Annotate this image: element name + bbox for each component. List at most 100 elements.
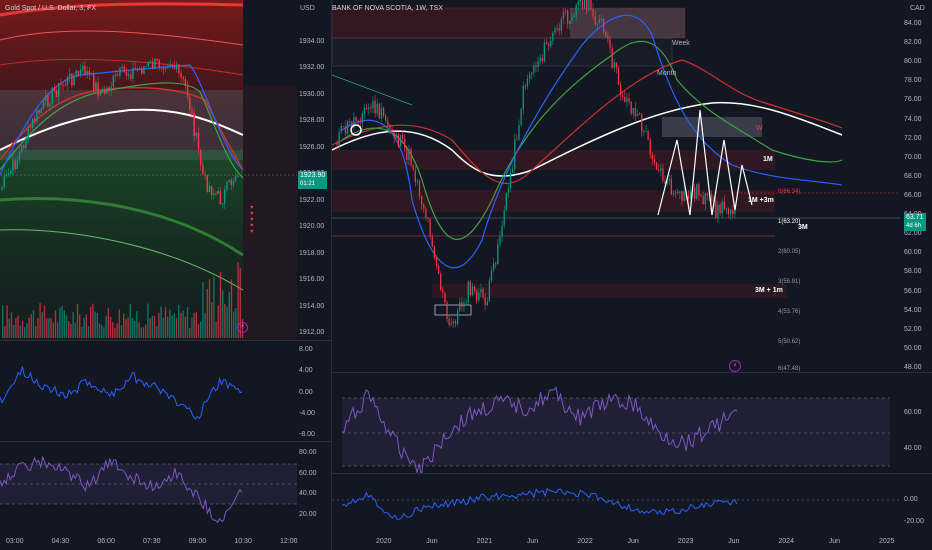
candle-body: [609, 39, 611, 48]
volume-bar: [197, 324, 200, 338]
candle-body: [357, 120, 359, 123]
volume-bar: [2, 305, 4, 338]
volume-bar: [61, 306, 63, 338]
candle-body: [554, 29, 556, 33]
gold-price-tick: 1920.00: [299, 223, 325, 231]
volume-bar: [68, 321, 70, 338]
volume-bar: [136, 311, 138, 338]
bns-oscillator-axis[interactable]: 0.00 -20.00: [902, 474, 932, 532]
bns-time-axis[interactable]: 2020 Jun 2021 Jun 2022 Jun 2023 Jun 2024 Jun 2025: [332, 532, 932, 550]
candle-body: [103, 90, 106, 94]
volume-bar: [19, 325, 21, 338]
gold-oscillator-axis[interactable]: 8.00 4.00 0.00 -4.00 -8.00: [297, 341, 331, 441]
bns-rsi-tick: 40.00: [904, 445, 922, 452]
candle-body: [134, 68, 136, 70]
volume-bar: [171, 315, 173, 338]
candle-body: [401, 135, 404, 139]
bns-lightning-icon[interactable]: ⚡: [729, 360, 741, 372]
gold-time-axis[interactable]: 03:00 04:30 06:00 07:30 09:00 10:30 12:00: [0, 532, 331, 550]
gold-stoch-pane[interactable]: [0, 442, 297, 532]
bns-rsi-axis[interactable]: 60.00 40.00: [902, 373, 932, 473]
candle-body: [486, 301, 488, 305]
candle-body: [34, 118, 36, 122]
bns-price-tick: 58.00: [904, 268, 922, 276]
candle-body: [632, 107, 634, 114]
candle-body: [569, 20, 571, 24]
gold-stoch-axis[interactable]: 80.00 60.00 40.00 20.00: [297, 442, 331, 532]
candle-body: [679, 191, 681, 194]
candle-body: [75, 70, 77, 76]
candle-body: [14, 160, 16, 170]
volume-bar: [70, 323, 72, 338]
candle-body: [361, 113, 364, 124]
right-pane-divider-2[interactable]: [332, 473, 932, 474]
bns-oscillator-pane[interactable]: [332, 474, 900, 532]
volume-bar: [186, 307, 189, 338]
candle-body: [191, 109, 193, 114]
gold-chart-pane[interactable]: Gold Spot / U.S. Dollar, 3, FX USD ♥ ♥ ♥ ♥ ♥…: [0, 0, 315, 340]
gold-price-axis[interactable]: 1934.001932.001930.001928.001926.001924.…: [297, 0, 331, 340]
volume-bar: [87, 326, 90, 338]
lightning-icon[interactable]: ⚡: [237, 322, 248, 333]
candle-body: [84, 65, 86, 75]
gold-price-tick: 1916.00: [299, 276, 325, 284]
candle-body: [666, 180, 668, 184]
candle-body: [232, 180, 235, 185]
candle-body: [501, 225, 503, 237]
volume-bar: [120, 325, 123, 338]
candle-body: [617, 67, 620, 85]
bns-rsi-pane[interactable]: [332, 373, 900, 473]
candle-body: [660, 168, 662, 171]
bns-chart-pane[interactable]: BANK OF NOVA SCOTIA, 1W, TSX Week Month …: [332, 0, 900, 372]
candle-body: [376, 103, 378, 114]
volume-bar: [65, 315, 68, 338]
candle-body: [456, 310, 459, 324]
volume-bar: [173, 313, 175, 338]
zone-label-3m-1m: 3M + 1m: [755, 287, 783, 294]
gold-oscillator-pane[interactable]: [0, 341, 297, 441]
bns-time-tick: 2020: [376, 538, 392, 545]
candle-body: [715, 200, 717, 219]
candle-body: [488, 280, 491, 302]
candle-body: [412, 165, 414, 171]
bns-candles: [336, 0, 736, 329]
candle-body: [651, 154, 653, 160]
bns-rsi-tick: 60.00: [904, 409, 922, 416]
candle-body: [507, 188, 510, 193]
candle-body: [717, 204, 719, 219]
candle-body: [42, 100, 45, 109]
volume-bar: [26, 323, 28, 338]
gold-time-tick: 12:00: [280, 538, 298, 545]
gold-time-tick: 06:00: [97, 538, 115, 545]
candle-body: [480, 288, 482, 293]
candle-body: [592, 9, 594, 17]
candle-body: [454, 321, 457, 324]
candle-body: [370, 107, 372, 109]
right-pane-divider-1[interactable]: [332, 372, 932, 373]
alert-icons[interactable]: ♥ ♥ ♥ ♥ ♥: [250, 205, 254, 235]
volume-bar: [107, 308, 109, 338]
bns-chart-title: BANK OF NOVA SCOTIA, 1W, TSX: [332, 5, 443, 12]
candle-body: [645, 130, 647, 132]
left-pane-divider-1[interactable]: [0, 340, 331, 341]
candle-body: [605, 32, 607, 36]
candle-body: [414, 170, 416, 182]
bns-time-tick: 2025: [879, 538, 895, 545]
volume-bar: [129, 304, 131, 338]
gold-price-tick: 1922.00: [299, 196, 325, 204]
bns-price-tick: 82.00: [904, 39, 922, 47]
bns-price-tick: 80.00: [904, 58, 922, 66]
candle-body: [628, 98, 630, 102]
gold-stoch-tick: 60.00: [299, 469, 317, 477]
candle-body: [73, 75, 75, 86]
bns-price-axis[interactable]: 84.00 82.00 80.00 78.00 76.00 74.00 72.00 70.00…: [902, 0, 932, 372]
volume-bar: [101, 325, 103, 338]
gold-price-tick: 1912.00: [299, 329, 325, 336]
left-pane-divider-2[interactable]: [0, 441, 331, 442]
volume-bar: [105, 315, 107, 338]
chart-vertical-divider[interactable]: [331, 0, 332, 550]
candle-body: [473, 286, 476, 291]
volume-bar: [63, 310, 65, 338]
candle-body: [382, 107, 385, 116]
candle-body: [668, 179, 670, 181]
